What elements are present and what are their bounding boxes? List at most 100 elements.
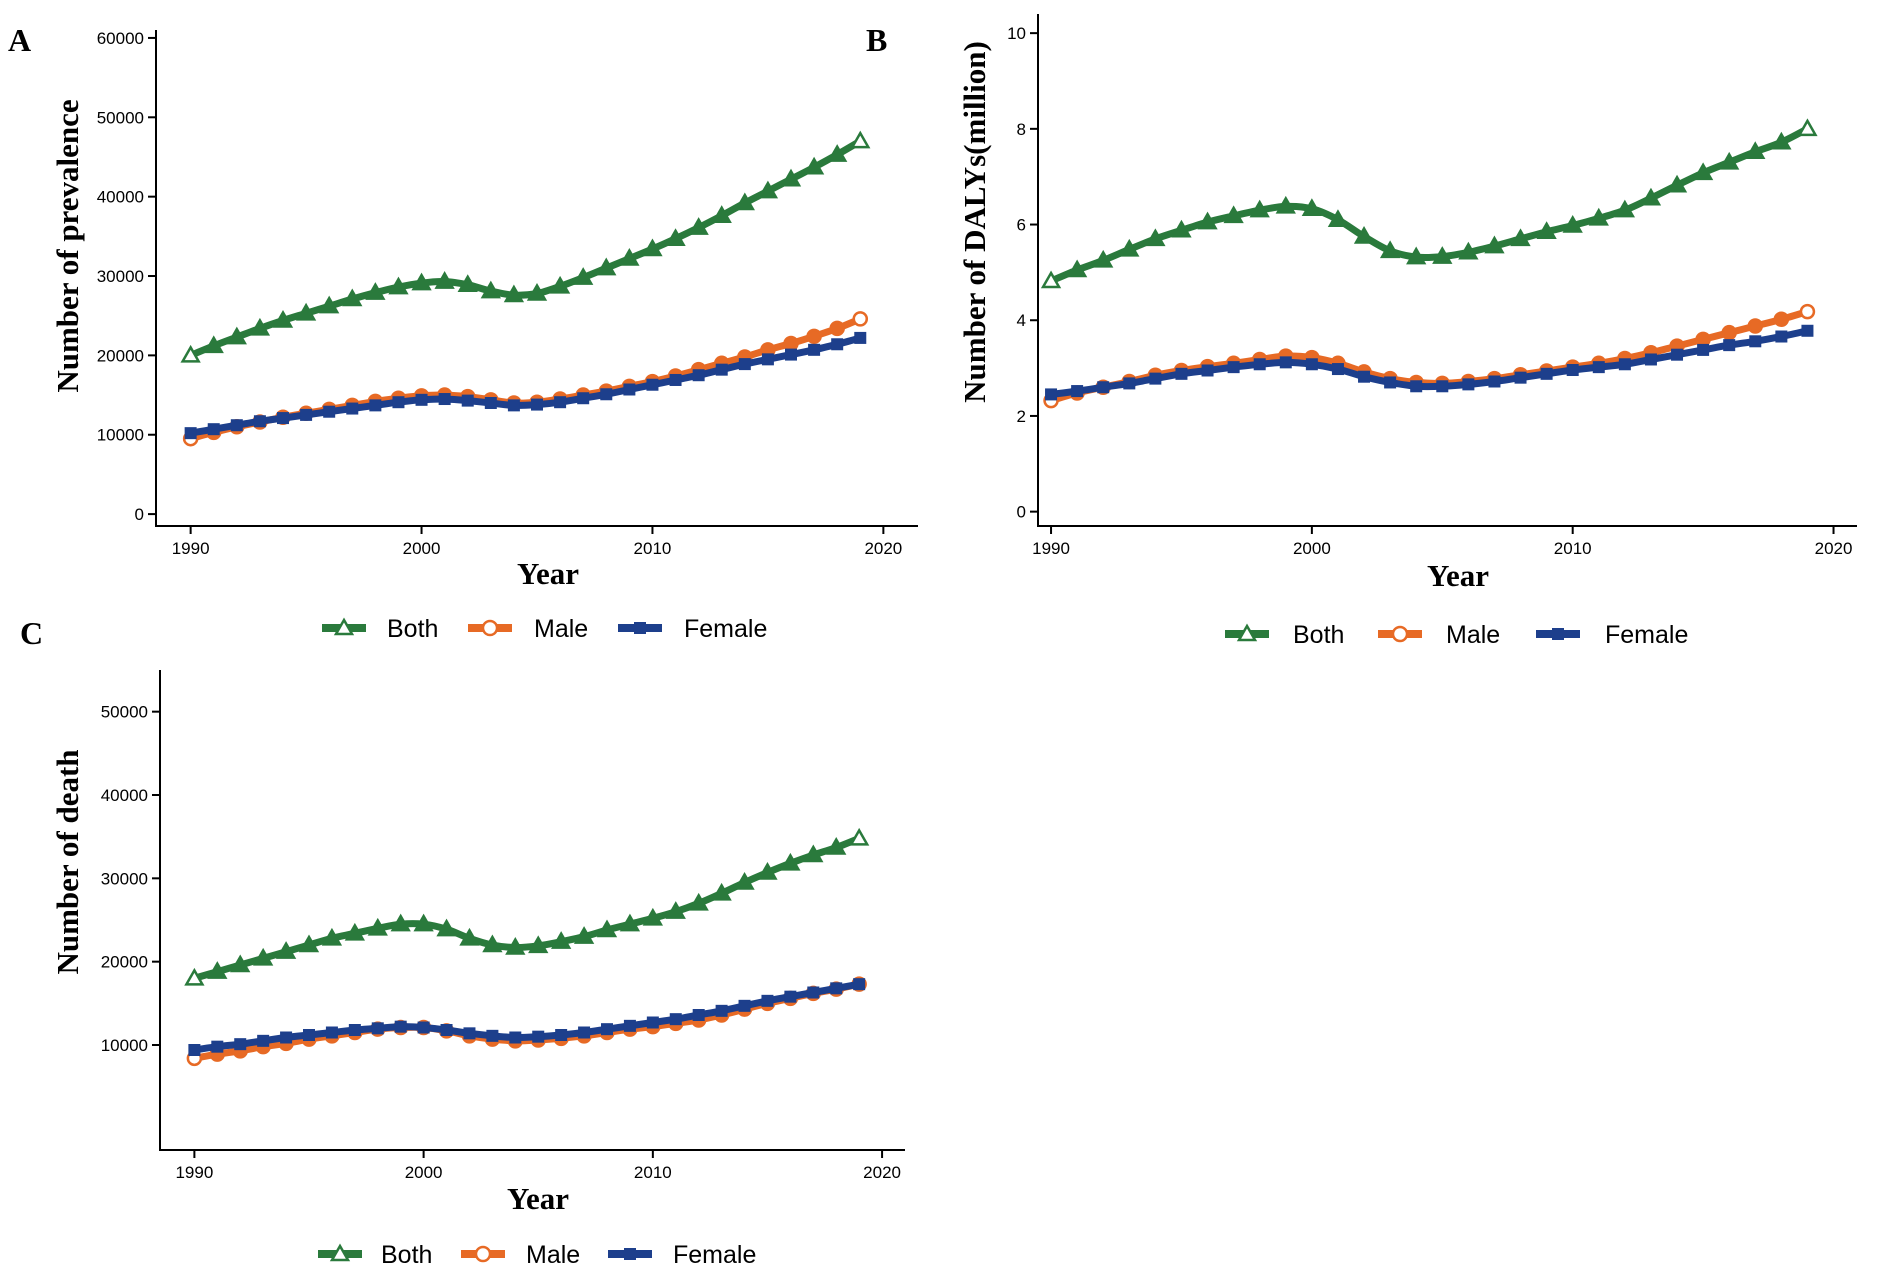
data-point-both bbox=[321, 927, 343, 946]
data-point-female bbox=[830, 982, 843, 995]
data-point-female bbox=[1279, 356, 1292, 369]
data-point-female bbox=[369, 399, 382, 412]
data-point-both bbox=[1719, 151, 1740, 170]
data-point-both bbox=[249, 317, 271, 336]
data-point-female bbox=[1488, 375, 1501, 388]
data-point-both bbox=[230, 954, 251, 973]
data-point-male bbox=[806, 328, 822, 345]
x-axis-title-b: Year bbox=[1427, 558, 1489, 593]
data-point-female bbox=[831, 338, 844, 351]
data-point-female bbox=[646, 378, 659, 391]
data-point-female bbox=[1749, 335, 1762, 348]
series-male bbox=[1043, 303, 1816, 409]
data-point-female bbox=[1097, 381, 1110, 394]
data-point-female bbox=[461, 394, 474, 407]
legend-a: Both Male Female bbox=[322, 615, 767, 643]
data-point-male bbox=[783, 335, 799, 352]
data-point-both bbox=[1119, 238, 1140, 257]
data-point-both bbox=[757, 861, 778, 880]
data-point-female bbox=[1149, 372, 1162, 385]
data-point-both bbox=[1171, 219, 1192, 238]
data-point-both bbox=[1771, 131, 1792, 150]
data-point-female bbox=[1045, 388, 1058, 401]
data-point-both bbox=[1040, 270, 1062, 289]
y-tick-label: 0 bbox=[135, 505, 144, 524]
legend-item-female: Female bbox=[608, 1241, 756, 1269]
data-point-female bbox=[1123, 377, 1136, 390]
data-point-female bbox=[415, 393, 428, 406]
data-point-female bbox=[184, 427, 197, 440]
data-point-female bbox=[394, 1020, 407, 1033]
legend-marker-female bbox=[1552, 628, 1564, 640]
data-point-female bbox=[1175, 367, 1188, 380]
data-point-both bbox=[342, 288, 363, 307]
data-point-female bbox=[1227, 361, 1240, 374]
data-point-both bbox=[1223, 205, 1244, 224]
data-point-female bbox=[1071, 385, 1084, 398]
legend-item-male: Male bbox=[1378, 621, 1500, 649]
data-point-both bbox=[1588, 207, 1609, 226]
data-point-both bbox=[1484, 235, 1505, 254]
data-point-male bbox=[1721, 324, 1737, 341]
legend-label-female: Female bbox=[673, 1241, 756, 1269]
data-point-female bbox=[507, 399, 520, 412]
data-point-female bbox=[207, 423, 220, 436]
data-point-both bbox=[596, 257, 617, 276]
data-point-male bbox=[1799, 303, 1816, 320]
data-point-both bbox=[526, 282, 548, 301]
legend-marker-both bbox=[333, 617, 355, 636]
panel-label-b: B bbox=[866, 22, 887, 58]
x-tick-label: 1990 bbox=[172, 539, 210, 558]
series-male bbox=[186, 976, 867, 1067]
data-point-female bbox=[325, 1026, 338, 1039]
y-axis-title-c: Number of death bbox=[50, 749, 85, 974]
data-point-female bbox=[600, 388, 613, 401]
data-point-both bbox=[1536, 221, 1557, 239]
data-point-both bbox=[642, 238, 663, 257]
legend-marker-both bbox=[329, 1243, 351, 1262]
data-point-female bbox=[417, 1021, 430, 1034]
series-female bbox=[188, 978, 866, 1056]
series-male bbox=[182, 311, 869, 447]
data-point-female bbox=[1723, 339, 1736, 352]
data-point-both bbox=[1614, 199, 1636, 218]
data-point-female bbox=[738, 358, 751, 371]
data-point-female bbox=[555, 1029, 568, 1041]
data-point-both bbox=[1093, 249, 1114, 268]
data-point-female bbox=[1462, 378, 1475, 391]
x-tick-label: 2020 bbox=[864, 539, 902, 558]
data-point-female bbox=[807, 986, 820, 999]
data-point-both bbox=[1510, 228, 1531, 247]
data-point-female bbox=[280, 1031, 293, 1044]
data-point-both bbox=[503, 284, 525, 303]
data-point-both bbox=[1797, 118, 1818, 137]
data-point-both bbox=[826, 836, 847, 855]
legend-item-male: Male bbox=[461, 1241, 580, 1269]
series-line-male bbox=[187, 315, 864, 443]
series-c bbox=[184, 827, 870, 1067]
legend-label-both: Both bbox=[1293, 621, 1344, 649]
y-tick-label: 6 bbox=[1017, 216, 1026, 235]
data-point-both bbox=[203, 335, 224, 354]
data-point-female bbox=[853, 978, 866, 991]
data-point-female bbox=[578, 1026, 591, 1039]
legend-label-both: Both bbox=[381, 1241, 432, 1269]
data-point-female bbox=[230, 419, 243, 432]
data-point-both bbox=[365, 282, 386, 300]
data-point-both bbox=[573, 926, 595, 944]
data-point-female bbox=[1618, 358, 1631, 371]
data-point-both bbox=[184, 967, 205, 986]
data-point-male bbox=[852, 311, 869, 327]
data-point-both bbox=[1353, 225, 1375, 244]
data-point-both bbox=[848, 827, 870, 846]
data-point-female bbox=[1253, 358, 1266, 371]
data-point-female bbox=[277, 412, 289, 425]
data-point-female bbox=[1644, 353, 1657, 366]
data-point-female bbox=[253, 415, 266, 428]
data-point-female bbox=[808, 343, 821, 356]
y-ticks-b: 0 2 4 6 8 10 bbox=[1007, 24, 1038, 522]
legend-label-both: Both bbox=[387, 615, 438, 643]
panel-label-c: C bbox=[20, 615, 43, 651]
data-point-both bbox=[482, 934, 503, 953]
data-point-both bbox=[295, 302, 317, 321]
